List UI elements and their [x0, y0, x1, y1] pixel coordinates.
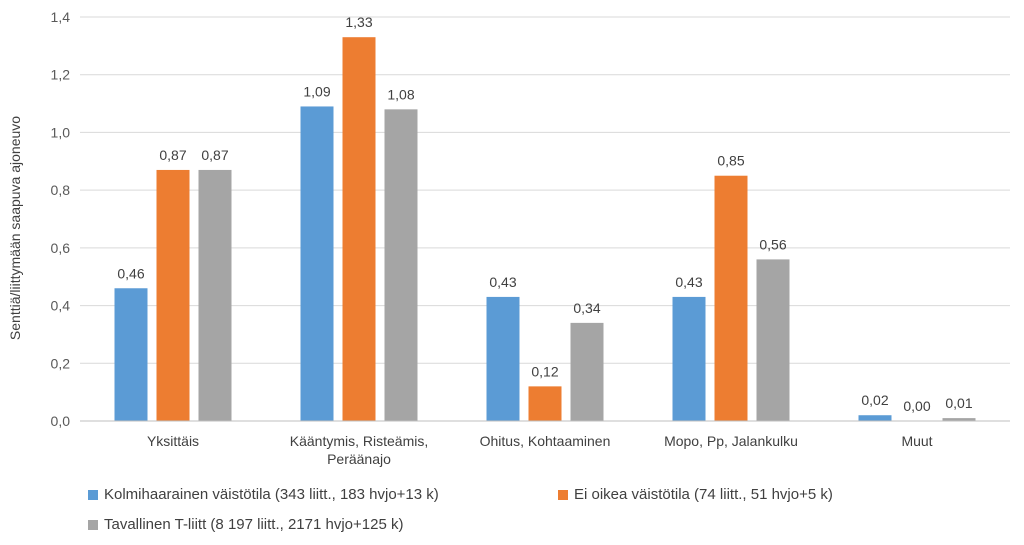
data-label: 1,33: [345, 14, 372, 30]
data-label: 0,43: [675, 274, 702, 290]
bar: [300, 106, 334, 421]
bar: [756, 259, 790, 421]
data-label: 1,08: [387, 86, 414, 102]
bar: [486, 296, 520, 421]
legend-swatch: [558, 489, 568, 500]
bar: [114, 288, 148, 421]
data-label: 0,56: [759, 236, 786, 252]
y-tick-label: 0,0: [51, 413, 71, 429]
bar: [570, 322, 604, 421]
data-label: 0,87: [159, 147, 186, 163]
bar: [714, 175, 748, 421]
gridlines: [80, 16, 1010, 364]
data-label: 0,00: [903, 398, 930, 414]
bars: [114, 37, 976, 421]
bar: [672, 296, 706, 421]
x-category-label: Ohitus, Kohtaaminen: [480, 433, 611, 449]
y-axis-title: Senttiä/liittymään saapuva ajoneuvo: [7, 116, 23, 340]
bar: [198, 169, 232, 421]
bar: [942, 418, 976, 421]
legend-item: Ei oikea väistötila (74 liitt., 51 hvjo+…: [558, 486, 833, 503]
y-tick-label: 1,2: [51, 67, 71, 83]
data-label: 0,85: [717, 153, 744, 169]
legend-label: Tavallinen T-liitt (8 197 liitt., 2171 h…: [104, 516, 404, 533]
axes: 0,0 0,2 0,4 0,6 0,8 1,0 1,2 1,4 Yksittäis Kääntym…: [51, 9, 1010, 467]
data-label: 0,87: [201, 147, 228, 163]
bar: [528, 386, 562, 421]
y-tick-label: 0,8: [51, 182, 71, 198]
x-category-label: Kääntymis, Risteämis, Peräänajo: [290, 433, 428, 467]
legend-label: Kolmihaarainen väistötila (343 liitt., 1…: [104, 486, 439, 503]
x-category-label: Mopo, Pp, Jalankulku: [664, 433, 798, 449]
data-label: 0,12: [531, 363, 558, 379]
data-labels: 0,46 0,87 0,87 1,09 1,33 1,08 0,43 0,12 0,34 0,43…: [117, 14, 972, 414]
legend-swatch: [88, 489, 98, 500]
y-tick-label: 0,4: [51, 298, 71, 314]
legend-label: Ei oikea väistötila (74 liitt., 51 hvjo+…: [574, 486, 833, 503]
data-label: 0,46: [117, 265, 144, 281]
x-category-label: Yksittäis: [147, 433, 199, 449]
data-label: 0,34: [573, 300, 600, 316]
data-label: 0,02: [861, 392, 888, 408]
legend-swatch: [88, 519, 98, 530]
bar: [342, 37, 376, 421]
legend-item: Tavallinen T-liitt (8 197 liitt., 2171 h…: [88, 516, 403, 533]
x-category-label: Muut: [901, 433, 932, 449]
data-label: 0,43: [489, 274, 516, 290]
data-label: 1,09: [303, 83, 330, 99]
bar: [156, 169, 190, 421]
y-tick-label: 1,0: [51, 124, 71, 140]
data-label: 0,01: [945, 395, 972, 411]
bar: [384, 109, 418, 421]
legend-item: Kolmihaarainen väistötila (343 liitt., 1…: [88, 486, 439, 503]
y-tick-label: 1,4: [51, 9, 71, 25]
y-tick-label: 0,6: [51, 240, 71, 256]
bar: [858, 415, 892, 421]
y-tick-label: 0,2: [51, 355, 71, 371]
